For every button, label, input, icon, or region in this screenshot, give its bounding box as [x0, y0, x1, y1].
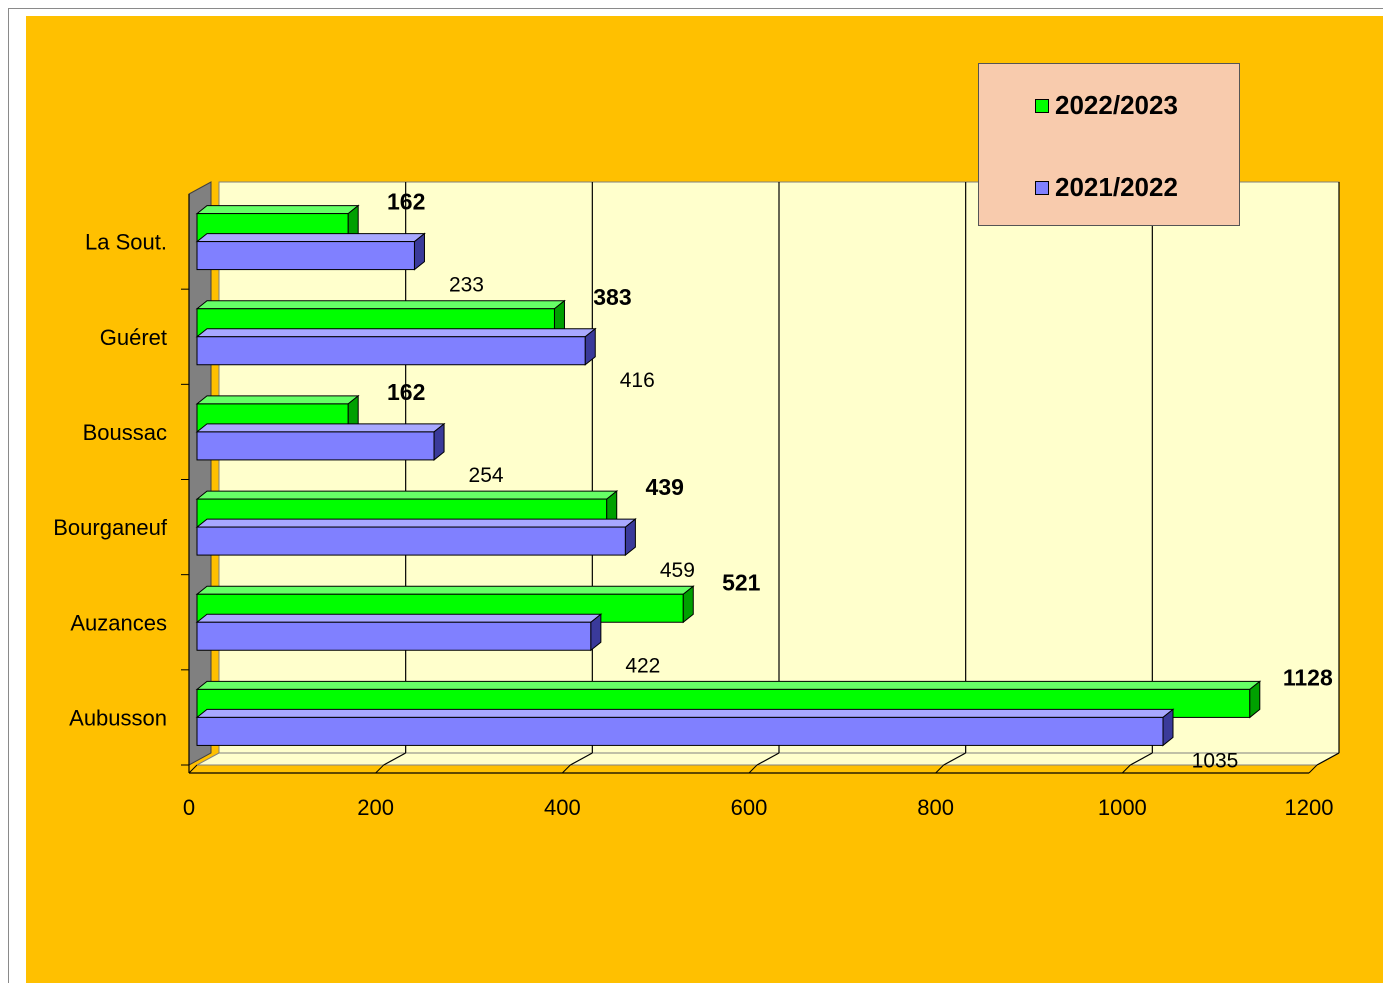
bar: [196, 621, 592, 651]
bar-top-face: [195, 613, 603, 623]
legend-item-series-2: 2021/2022: [1035, 172, 1178, 203]
legend-label: 2021/2022: [1055, 172, 1178, 202]
bar: [196, 241, 415, 271]
gridline-floor: [943, 752, 966, 766]
legend-swatch-green: [1035, 98, 1049, 113]
x-tick-mark: [1308, 764, 1318, 774]
data-label: 1128: [1283, 664, 1333, 690]
bar-top-face: [195, 395, 360, 405]
legend-item-series-1: 2022/2023: [1035, 90, 1178, 121]
bar-top-face: [195, 300, 566, 310]
x-tick-label: 600: [731, 795, 768, 820]
x-tick-mark: [375, 764, 385, 774]
x-tick-label: 400: [544, 795, 581, 820]
gridline-floor: [570, 752, 593, 766]
bar-top-face: [195, 708, 1175, 718]
category-label: Aubusson: [69, 705, 167, 730]
bar-top-face: [195, 585, 695, 595]
x-tick-label: 1200: [1285, 795, 1334, 820]
data-label: 459: [660, 559, 695, 582]
x-tick-mark: [188, 764, 198, 774]
bar-side-face: [624, 518, 636, 557]
data-label: 254: [469, 464, 504, 487]
bar-side-face: [584, 327, 596, 366]
legend-label: 2022/2023: [1055, 90, 1178, 120]
category-label: Bourganeuf: [53, 515, 168, 540]
gridline-floor: [756, 752, 780, 766]
data-label: 1035: [1192, 749, 1239, 772]
data-label: 233: [449, 274, 484, 297]
bar-side-face: [590, 613, 602, 652]
bar-side-face: [433, 422, 445, 461]
bar: [196, 526, 626, 556]
x-tick-mark: [561, 764, 571, 774]
bar-side-face: [682, 585, 694, 624]
category-label: Auzances: [70, 610, 167, 635]
legend-swatch-blue: [1035, 180, 1049, 195]
gridline-floor: [1130, 752, 1153, 766]
bar: [196, 716, 1164, 746]
bar-top-face: [195, 518, 637, 528]
data-label: 416: [620, 369, 655, 392]
data-label: 162: [387, 379, 425, 405]
bar-side-face: [1249, 680, 1261, 719]
bar: [196, 336, 586, 366]
bar-side-face: [413, 232, 425, 271]
bar: [196, 431, 435, 461]
bar-top-face: [195, 233, 426, 243]
data-label: 383: [593, 284, 631, 310]
legend: 2022/2023 2021/2022: [978, 63, 1240, 226]
data-label: 521: [722, 569, 761, 595]
bar-top-face: [195, 490, 619, 500]
x-tick-label: 0: [183, 795, 195, 820]
bar-top-face: [195, 423, 446, 433]
x-tick-label: 1000: [1098, 795, 1147, 820]
data-label: 162: [387, 189, 425, 215]
bar-top-face: [195, 680, 1262, 690]
x-tick-label: 200: [357, 795, 394, 820]
x-tick-mark: [748, 764, 758, 774]
gridline-floor: [383, 752, 406, 766]
x-tick-label: 800: [917, 795, 954, 820]
data-label: 422: [625, 654, 660, 677]
x-tick-mark: [935, 764, 945, 774]
category-label: La Sout.: [85, 230, 167, 255]
gridline-floor: [1316, 752, 1340, 766]
bar-top-face: [195, 328, 597, 338]
x-tick-mark: [1121, 764, 1131, 774]
category-label: Boussac: [83, 420, 167, 445]
data-label: 439: [646, 474, 684, 500]
category-label: Guéret: [100, 325, 167, 350]
bar-side-face: [1162, 708, 1174, 747]
bar-top-face: [195, 205, 360, 215]
